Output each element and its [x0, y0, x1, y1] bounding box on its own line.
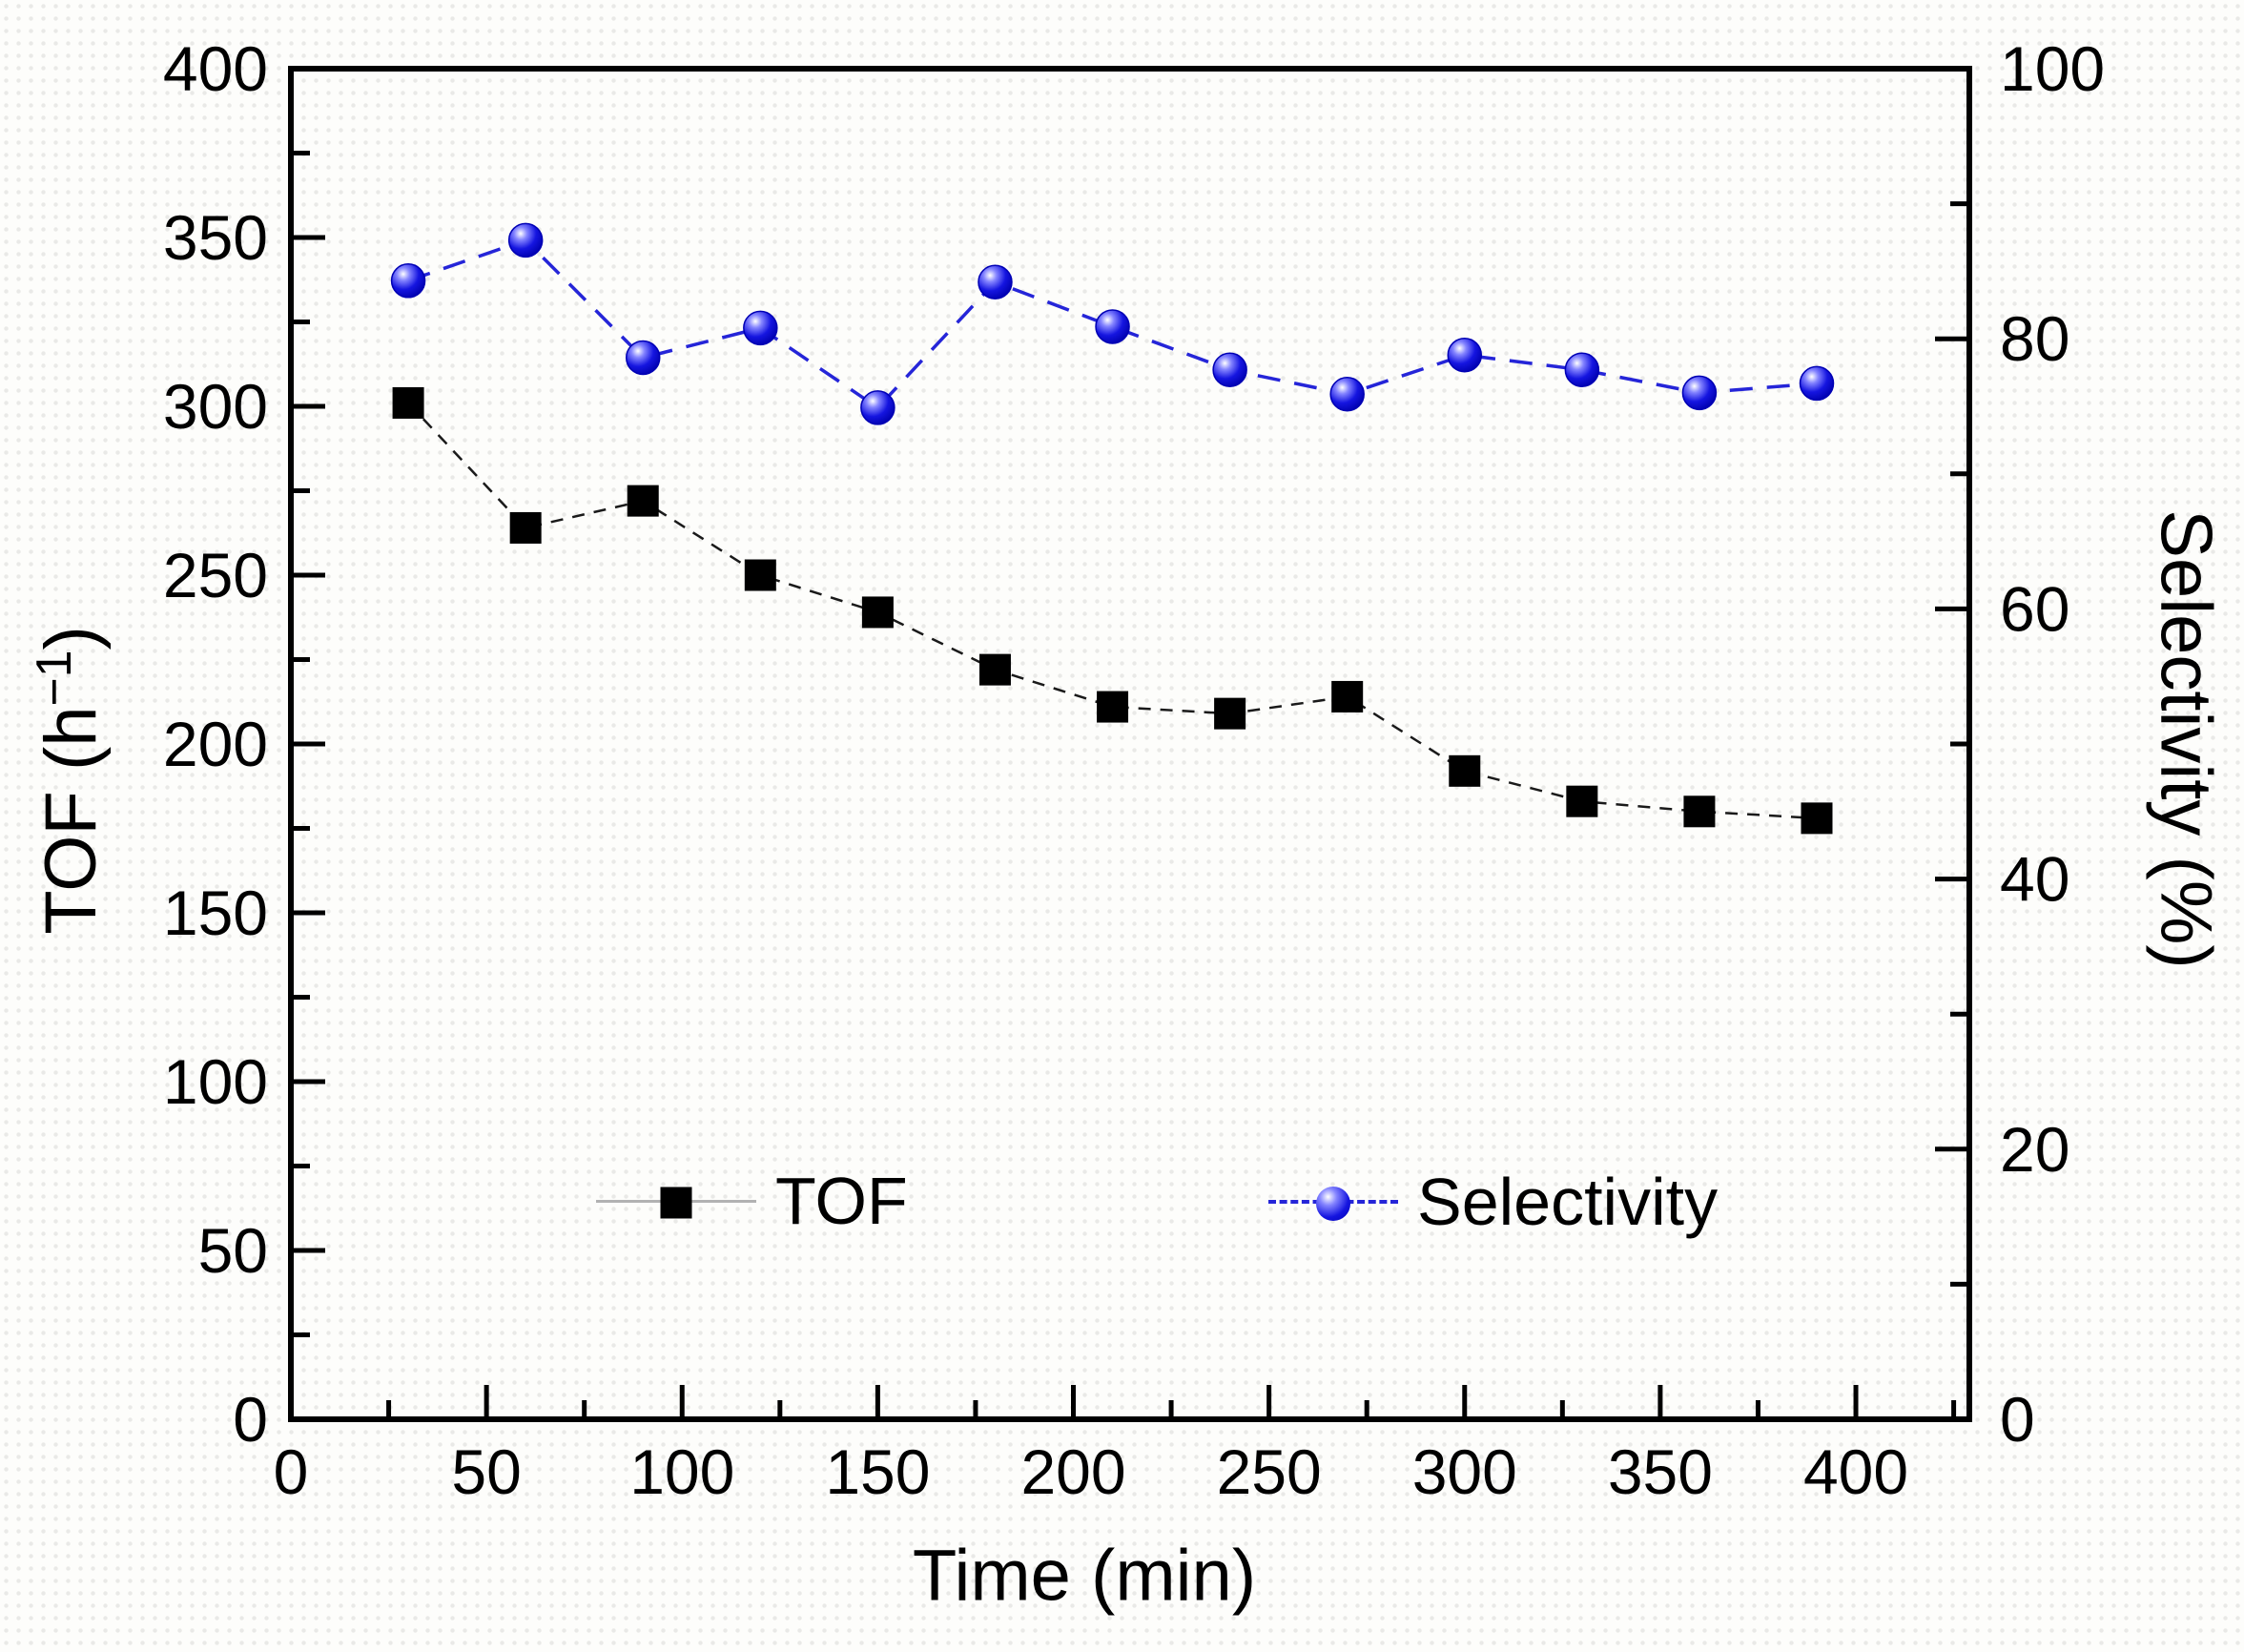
- x-tick-label: 100: [629, 1436, 734, 1507]
- tof-marker: [509, 511, 542, 544]
- y-right-tick-label: 20: [2000, 1114, 2069, 1185]
- tof-marker: [392, 386, 424, 419]
- selectivity-sphere-icon: [1316, 1187, 1350, 1221]
- y-left-title-superscript: −1: [25, 650, 81, 707]
- tof-legend-label: TOF: [775, 1164, 908, 1238]
- y-left-title-suffix: ): [31, 626, 113, 650]
- selectivity-marker: [860, 390, 896, 425]
- plot-frame: [288, 66, 1972, 1422]
- y-left-axis-title: TOF (h−1): [25, 626, 113, 935]
- y-left-title-prefix: TOF (h: [31, 706, 113, 935]
- selectivity-marker: [625, 340, 661, 376]
- tof-marker: [1683, 795, 1716, 828]
- y-left-tick-label: 400: [163, 33, 268, 104]
- x-tick-label: 0: [274, 1436, 309, 1507]
- tof-marker: [1449, 754, 1481, 787]
- y-left-tick-label: 0: [233, 1384, 268, 1455]
- x-tick-label: 400: [1803, 1436, 1908, 1507]
- tof-line: [407, 402, 1818, 820]
- y-left-tick-label: 100: [163, 1046, 268, 1117]
- selectivity-marker: [743, 310, 778, 346]
- y-right-tick-label: 0: [2000, 1384, 2035, 1455]
- y-left-tick-label: 250: [163, 540, 268, 610]
- legend-entry-selectivity: Selectivity: [1268, 1165, 1718, 1239]
- tof-marker: [1566, 785, 1598, 817]
- y-left-tick-label: 50: [198, 1215, 268, 1286]
- selectivity-marker: [390, 263, 426, 299]
- x-axis-title: Time (min): [912, 1535, 1257, 1617]
- x-tick-label: 300: [1412, 1436, 1517, 1507]
- x-tick-label: 350: [1608, 1436, 1713, 1507]
- x-tick-label: 150: [825, 1436, 930, 1507]
- y-right-tick-label: 100: [2000, 33, 2105, 104]
- x-tick-label: 250: [1217, 1436, 1322, 1507]
- tof-marker: [627, 485, 659, 517]
- y-left-tick-label: 300: [163, 371, 268, 442]
- selectivity-marker: [1681, 375, 1718, 411]
- selectivity-marker: [1799, 365, 1835, 402]
- selectivity-marker: [1564, 352, 1600, 388]
- selectivity-marker: [1212, 352, 1247, 388]
- tof-marker: [1214, 697, 1246, 730]
- tof-marker: [861, 596, 894, 629]
- selectivity-marker: [507, 222, 544, 258]
- y-right-tick-label: 60: [2000, 573, 2069, 644]
- tof-marker: [978, 653, 1011, 686]
- y-right-tick-label: 80: [2000, 303, 2069, 374]
- x-tick-label: 50: [451, 1436, 521, 1507]
- selectivity-legend-label: Selectivity: [1417, 1165, 1719, 1239]
- tof-marker: [1097, 691, 1129, 723]
- selectivity-marker: [1447, 337, 1483, 373]
- tof-marker: [1801, 802, 1833, 835]
- y-left-tick-label: 150: [163, 878, 268, 948]
- y-left-tick-label: 200: [163, 709, 268, 779]
- selectivity-legend-line: [1268, 1187, 1398, 1221]
- selectivity-marker: [978, 264, 1013, 299]
- tof-marker: [744, 559, 776, 591]
- tof-marker: [1331, 680, 1364, 712]
- y-right-axis-title: Selectivity (%): [2145, 509, 2227, 969]
- legend-entry-tof: TOF: [596, 1164, 908, 1238]
- y-right-tick-label: 40: [2000, 844, 2069, 915]
- tof-square-icon: [660, 1187, 692, 1218]
- x-tick-label: 200: [1020, 1436, 1125, 1507]
- selectivity-marker: [1329, 377, 1365, 412]
- selectivity-marker: [1095, 309, 1130, 344]
- tof-legend-line: [596, 1187, 756, 1218]
- y-left-tick-label: 350: [163, 202, 268, 273]
